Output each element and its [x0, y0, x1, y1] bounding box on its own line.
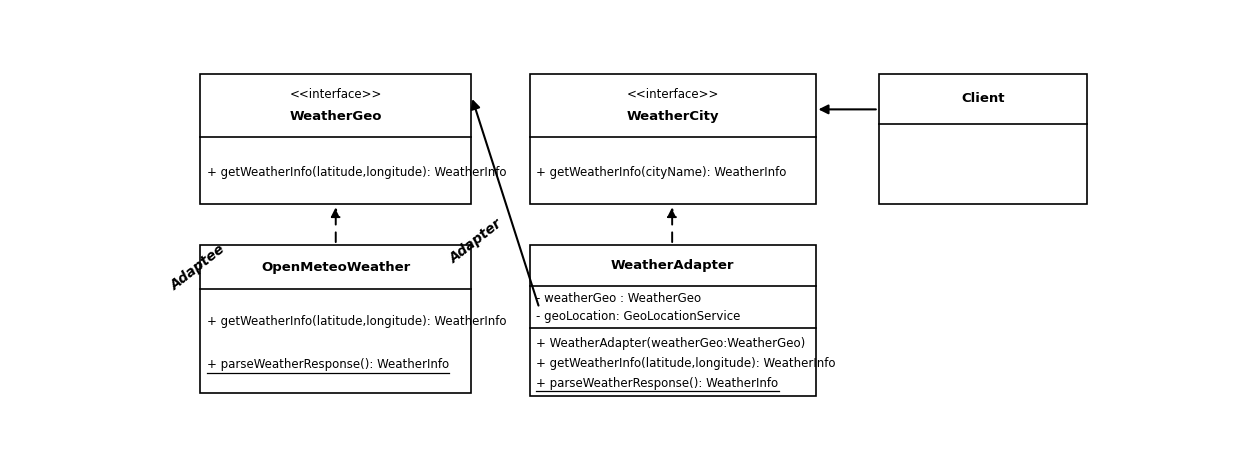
Text: + parseWeatherResponse(): WeatherInfo: + parseWeatherResponse(): WeatherInfo: [206, 358, 449, 371]
Text: <<interface>>: <<interface>>: [627, 88, 719, 101]
Text: WeatherCity: WeatherCity: [627, 110, 719, 122]
Bar: [200, 245, 472, 393]
Text: Adaptee: Adaptee: [168, 242, 228, 293]
Text: Adapter: Adapter: [448, 217, 505, 266]
Bar: [200, 74, 472, 204]
Text: Client: Client: [961, 92, 1005, 106]
Text: + getWeatherInfo(cityName): WeatherInfo: + getWeatherInfo(cityName): WeatherInfo: [537, 166, 787, 180]
Text: + WeatherAdapter(weatherGeo:WeatherGeo): + WeatherAdapter(weatherGeo:WeatherGeo): [537, 337, 806, 350]
Text: + parseWeatherResponse(): WeatherInfo: + parseWeatherResponse(): WeatherInfo: [537, 377, 778, 390]
Text: WeatherGeo: WeatherGeo: [289, 110, 382, 122]
Bar: [529, 245, 816, 396]
Text: - geoLocation: GeoLocationService: - geoLocation: GeoLocationService: [537, 310, 741, 323]
Text: + getWeatherInfo(latitude,longitude): WeatherInfo: + getWeatherInfo(latitude,longitude): We…: [206, 315, 507, 328]
Text: WeatherAdapter: WeatherAdapter: [610, 259, 734, 272]
Text: OpenMeteoWeather: OpenMeteoWeather: [261, 260, 410, 274]
Bar: [878, 74, 1087, 204]
Bar: [529, 74, 816, 204]
Text: + getWeatherInfo(latitude,longitude): WeatherInfo: + getWeatherInfo(latitude,longitude): We…: [206, 166, 507, 180]
Text: + getWeatherInfo(latitude,longitude): WeatherInfo: + getWeatherInfo(latitude,longitude): We…: [537, 356, 836, 370]
Text: - weatherGeo : WeatherGeo: - weatherGeo : WeatherGeo: [537, 292, 702, 305]
Text: <<interface>>: <<interface>>: [289, 88, 382, 101]
